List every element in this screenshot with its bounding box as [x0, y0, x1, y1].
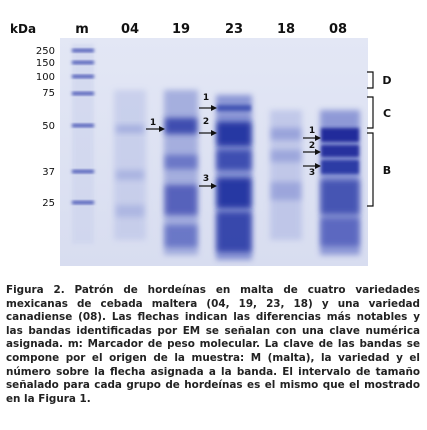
lane-18 — [270, 110, 302, 240]
lane-label-08: 08 — [329, 22, 347, 37]
arrow-label-23-3: 3 — [203, 174, 209, 184]
bracket-d — [367, 71, 374, 89]
arrow-label-08-2: 2 — [309, 141, 315, 151]
arrow-label-23-2: 2 — [203, 117, 209, 127]
marker-band-50 — [72, 124, 94, 127]
lane-19 — [164, 90, 198, 255]
lane-23 — [216, 95, 252, 260]
lane-04 — [114, 90, 146, 240]
lane-label-m: m — [75, 22, 89, 37]
marker-lane — [72, 44, 94, 244]
lane-label-19: 19 — [172, 22, 190, 37]
gel-figure: kDa m 04 19 23 18 08 250 150 100 75 50 3… — [10, 22, 392, 266]
arrow-label-08-1: 1 — [309, 126, 315, 136]
marker-band-25 — [72, 201, 94, 204]
kda-label: kDa — [10, 22, 36, 36]
lane-label-23: 23 — [225, 22, 243, 37]
marker-band-150 — [72, 61, 94, 64]
arrow-label-08-3: 3 — [309, 168, 315, 178]
marker-band-250 — [72, 49, 94, 52]
arrow-label-19-1: 1 — [150, 118, 156, 128]
mw-tick-75: 75 — [42, 88, 55, 99]
marker-band-100 — [72, 75, 94, 78]
mw-tick-100: 100 — [36, 72, 55, 83]
mw-tick-25: 25 — [42, 198, 55, 209]
marker-band-37 — [72, 170, 94, 173]
group-label-c: C — [383, 107, 391, 120]
mw-tick-150: 150 — [36, 58, 55, 69]
lane-label-18: 18 — [277, 22, 295, 37]
group-label-b: B — [383, 164, 391, 177]
mw-tick-50: 50 — [42, 121, 55, 132]
bracket-c — [367, 96, 374, 129]
bracket-b — [367, 132, 374, 207]
arrow-label-23-1: 1 — [203, 93, 209, 103]
lane-08 — [320, 110, 360, 255]
group-label-d: D — [382, 74, 391, 87]
figure-caption: Figura 2. Patrón de hordeínas en malta d… — [6, 284, 420, 405]
mw-tick-37: 37 — [42, 167, 55, 178]
marker-band-75 — [72, 92, 94, 95]
lane-label-04: 04 — [121, 22, 139, 37]
mw-tick-250: 250 — [36, 46, 55, 57]
